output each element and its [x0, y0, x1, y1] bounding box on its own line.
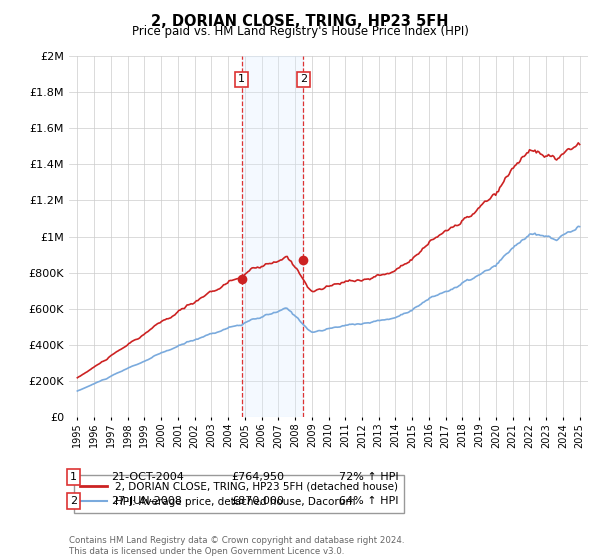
Text: Contains HM Land Registry data © Crown copyright and database right 2024.
This d: Contains HM Land Registry data © Crown c…	[69, 536, 404, 556]
Text: 64% ↑ HPI: 64% ↑ HPI	[339, 496, 398, 506]
Text: 2: 2	[299, 74, 307, 85]
Text: £870,000: £870,000	[231, 496, 284, 506]
Text: 1: 1	[238, 74, 245, 85]
Text: 2: 2	[70, 496, 77, 506]
Text: 2, DORIAN CLOSE, TRING, HP23 5FH: 2, DORIAN CLOSE, TRING, HP23 5FH	[151, 14, 449, 29]
Text: £764,950: £764,950	[231, 472, 284, 482]
Text: 1: 1	[70, 472, 77, 482]
Text: 27-JUN-2008: 27-JUN-2008	[111, 496, 182, 506]
Bar	[242, 56, 303, 417]
Text: 21-OCT-2004: 21-OCT-2004	[111, 472, 184, 482]
Text: 72% ↑ HPI: 72% ↑ HPI	[339, 472, 398, 482]
Legend: 2, DORIAN CLOSE, TRING, HP23 5FH (detached house), HPI: Average price, detached : 2, DORIAN CLOSE, TRING, HP23 5FH (detach…	[74, 475, 404, 513]
Text: Price paid vs. HM Land Registry's House Price Index (HPI): Price paid vs. HM Land Registry's House …	[131, 25, 469, 38]
